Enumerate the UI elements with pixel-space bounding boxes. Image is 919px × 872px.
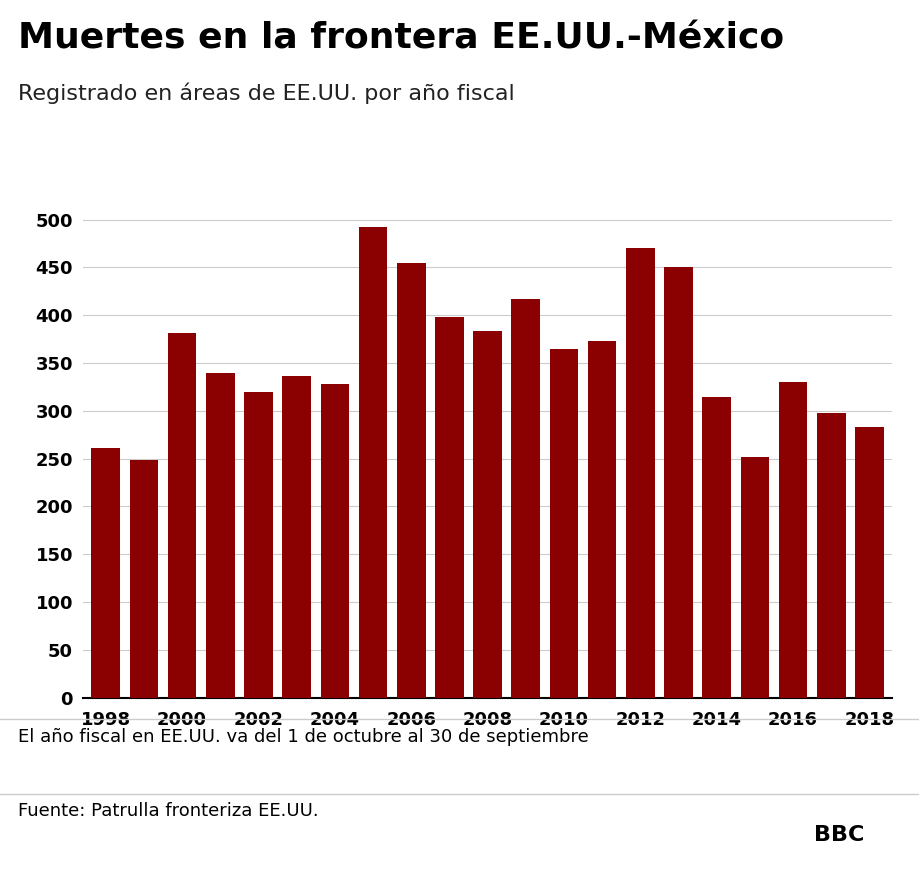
Bar <box>435 317 463 698</box>
Text: Registrado en áreas de EE.UU. por año fiscal: Registrado en áreas de EE.UU. por año fi… <box>18 83 515 105</box>
Bar <box>511 299 539 698</box>
Bar <box>91 448 119 698</box>
Bar <box>664 267 692 698</box>
Text: Fuente: Patrulla fronteriza EE.UU.: Fuente: Patrulla fronteriza EE.UU. <box>18 802 319 821</box>
Bar <box>740 457 768 698</box>
Text: Muertes en la frontera EE.UU.-México: Muertes en la frontera EE.UU.-México <box>18 22 784 56</box>
Bar <box>549 349 578 698</box>
Bar <box>587 341 616 698</box>
Bar <box>625 249 654 698</box>
Bar <box>282 377 311 698</box>
Bar <box>396 262 425 698</box>
Bar <box>701 397 731 698</box>
Bar <box>244 392 273 698</box>
Bar <box>130 460 158 698</box>
Text: El año fiscal en EE.UU. va del 1 de octubre al 30 de septiembre: El año fiscal en EE.UU. va del 1 de octu… <box>18 728 588 746</box>
Bar <box>167 333 196 698</box>
Bar <box>206 372 234 698</box>
Bar <box>320 384 349 698</box>
Bar <box>816 412 845 698</box>
Bar <box>358 228 387 698</box>
Bar <box>472 330 502 698</box>
Bar <box>778 382 807 698</box>
Text: BBC: BBC <box>813 825 864 845</box>
Bar <box>855 427 883 698</box>
